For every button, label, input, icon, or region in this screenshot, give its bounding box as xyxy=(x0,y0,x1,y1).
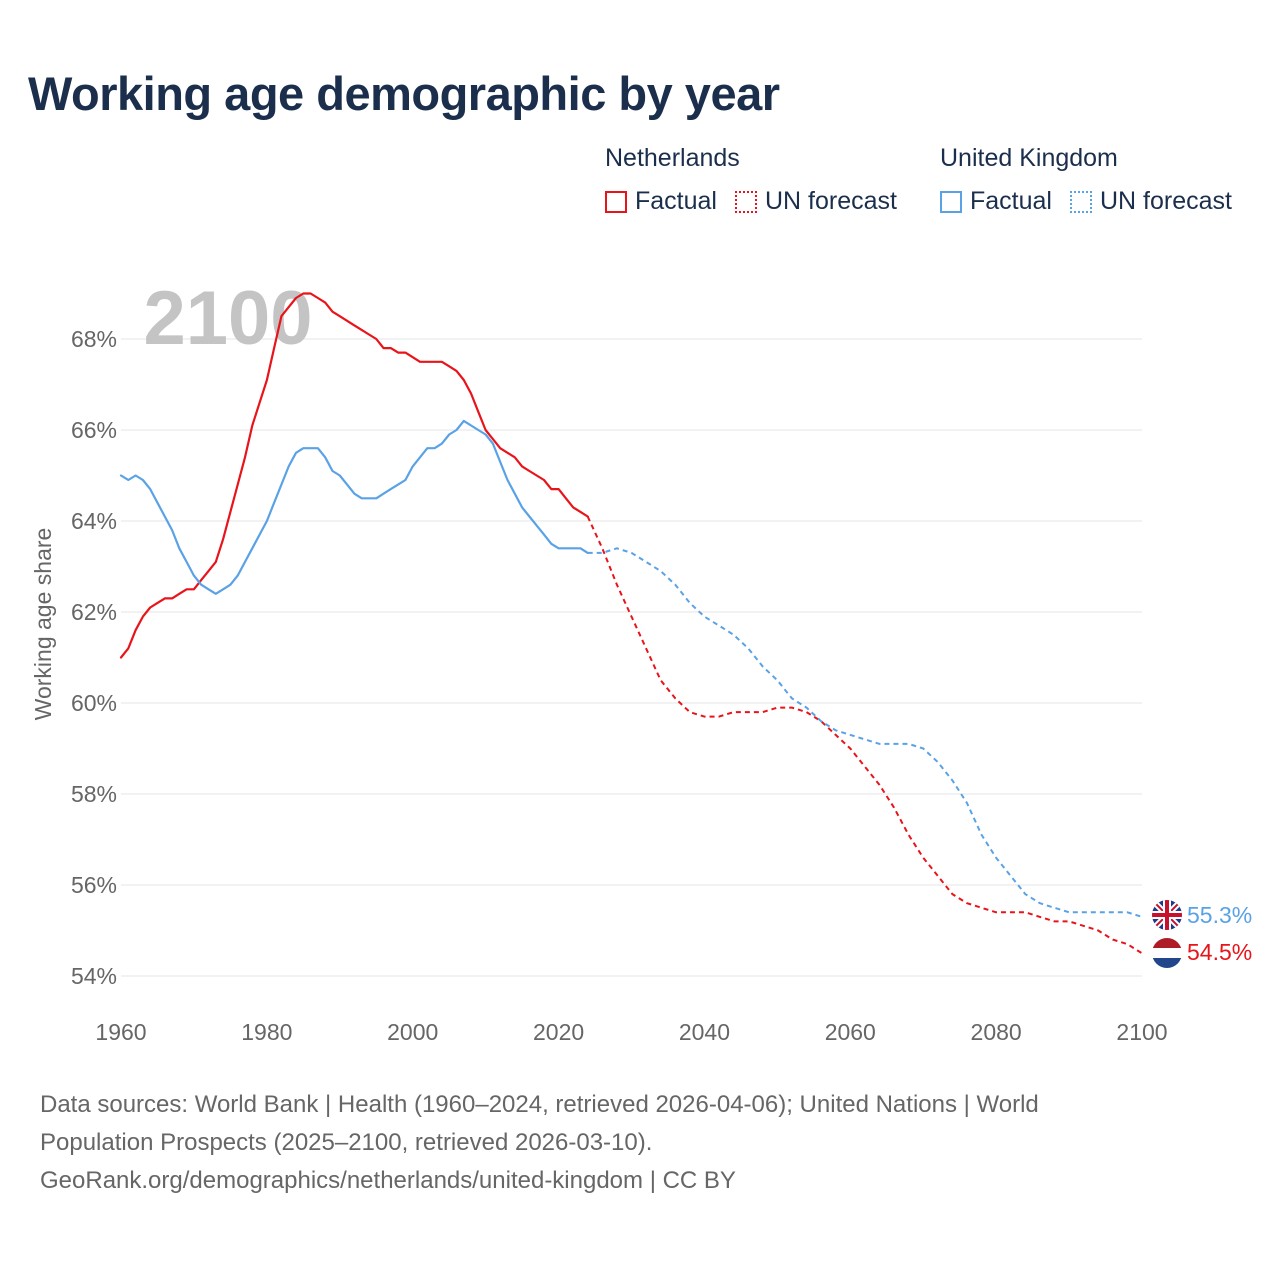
legend-group-netherlands: Netherlands Factual UN forecast xyxy=(605,144,915,216)
chart-title: Working age demographic by year xyxy=(28,67,780,120)
united-kingdom-forecast-line[interactable] xyxy=(587,547,1143,918)
legend-item-netherlands-factual[interactable]: Factual xyxy=(605,187,717,216)
y-tick-label: 66% xyxy=(71,417,117,443)
legend-item-uk-forecast[interactable]: UN forecast xyxy=(1069,187,1232,216)
y-tick-label: 62% xyxy=(71,599,117,625)
legend-swatch-solid xyxy=(605,190,627,213)
legend-label: UN forecast xyxy=(764,187,897,215)
x-tick-label: 2060 xyxy=(825,1019,876,1045)
x-tick-label: 2040 xyxy=(679,1019,730,1045)
footer-line-1: Data sources: World Bank | Health (1960–… xyxy=(40,1091,1039,1118)
legend-swatch-solid xyxy=(940,190,962,213)
x-tick-label: 1980 xyxy=(241,1019,292,1045)
netherlands-end-value-label: 54.5% xyxy=(1187,939,1252,965)
x-tick-label: 2020 xyxy=(533,1019,584,1045)
x-tick-label: 2000 xyxy=(387,1019,438,1045)
legend-label: UN forecast xyxy=(1099,187,1232,215)
y-tick-label: 68% xyxy=(71,326,117,352)
legend-swatch-dotted xyxy=(1069,190,1092,213)
legend-item-netherlands-forecast[interactable]: UN forecast xyxy=(734,187,897,216)
legend-label: Factual xyxy=(970,187,1052,215)
y-tick-label: 54% xyxy=(71,963,117,989)
y-tick-label: 56% xyxy=(71,872,117,898)
x-tick-label: 1960 xyxy=(95,1019,146,1045)
netherlands-flag-icon xyxy=(1152,938,1182,968)
footer-sources: Data sources: World Bank | Health (1960–… xyxy=(40,1086,1240,1200)
netherlands-forecast-line[interactable] xyxy=(586,516,1143,955)
legend-swatch-dotted xyxy=(734,190,757,213)
united-kingdom-factual-line[interactable] xyxy=(119,419,589,595)
y-tick-label: 60% xyxy=(71,690,117,716)
legend-label: Factual xyxy=(635,187,717,215)
y-tick-label: 64% xyxy=(71,508,117,534)
footer-line-2: Population Prospects (2025–2100, retriev… xyxy=(40,1129,653,1156)
legend-item-uk-factual[interactable]: Factual xyxy=(940,187,1052,216)
uk-end-value-label: 55.3% xyxy=(1187,902,1252,928)
y-axis-label: Working age share xyxy=(30,528,56,721)
y-tick-label: 58% xyxy=(71,781,117,807)
footer-line-3: GeoRank.org/demographics/netherlands/uni… xyxy=(40,1167,736,1194)
line-chart: 2100 54% 56% 58% 60% 62% 64% 66% 68% 1960 1980 20… xyxy=(30,276,1252,1045)
uk-flag-icon xyxy=(1152,900,1182,930)
x-tick-label: 2080 xyxy=(971,1019,1022,1045)
year-watermark: 2100 xyxy=(143,276,312,361)
legend-group-title: Netherlands xyxy=(605,144,740,172)
legend-group-title: United Kingdom xyxy=(940,144,1118,172)
legend-group-united-kingdom: United Kingdom Factual UN forecast xyxy=(940,144,1250,216)
x-tick-label: 2100 xyxy=(1116,1019,1167,1045)
